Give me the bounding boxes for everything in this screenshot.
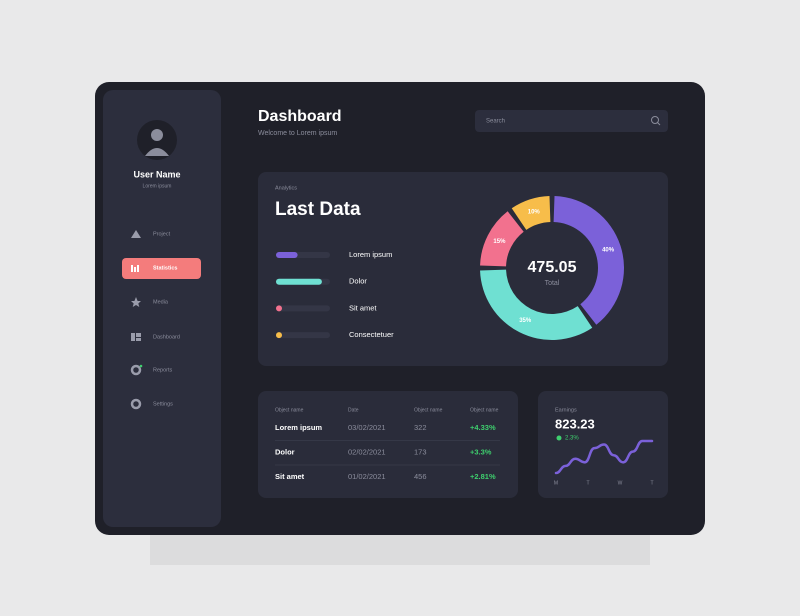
icon (130, 364, 142, 376)
icon (131, 265, 133, 272)
donut-segment (480, 211, 524, 267)
legend-fill (276, 332, 282, 339)
shadow (150, 535, 650, 565)
icon (134, 267, 136, 272)
user-name: User Name (133, 169, 180, 179)
search-icon-handle (657, 122, 661, 126)
legend-fill (276, 252, 298, 258)
table-cell: +3.3% (470, 447, 492, 456)
nav-item[interactable]: Settings (130, 398, 173, 410)
table-cell: Lorem ipsum (275, 423, 322, 432)
donut-segment (553, 196, 624, 325)
card-label: Analytics (275, 185, 297, 191)
icon (131, 333, 135, 341)
page-title: Dashboard (258, 108, 342, 125)
icon (136, 333, 141, 337)
icon (131, 230, 141, 238)
table-cell: 03/02/2021 (348, 423, 386, 432)
icon (137, 265, 139, 272)
donut-label: 10% (528, 209, 541, 215)
axis-label: W (618, 480, 623, 486)
table-cell: +2.81% (470, 472, 496, 481)
legend: Lorem ipsum Dolor Sit amet Consectetuer (276, 250, 394, 339)
nav-item[interactable]: Statistics (131, 265, 177, 272)
legend-track (276, 332, 330, 339)
search-icon[interactable] (651, 116, 659, 124)
table-cell: 01/02/2021 (348, 472, 386, 481)
table-cell: Dolor (275, 447, 295, 456)
donut-total-label: Total (545, 280, 560, 287)
nav-item[interactable]: Reports (130, 364, 173, 376)
sidebar (103, 90, 221, 527)
table-header: Date (348, 407, 359, 413)
nav-item[interactable]: Dashboard (131, 333, 180, 343)
table-header: Object name (275, 407, 304, 413)
legend-label: Sit amet (349, 303, 377, 312)
table-header: Object name (470, 407, 499, 413)
search-placeholder: Search (486, 119, 505, 125)
legend-fill (276, 278, 322, 285)
icon (131, 297, 141, 307)
legend-label: Lorem ipsum (349, 250, 392, 259)
icon (130, 398, 142, 410)
trend-line (554, 439, 654, 475)
donut-total: 475.05 (528, 259, 577, 276)
nav-active (122, 258, 201, 279)
legend-track (276, 305, 330, 312)
legend-label: Consectetuer (349, 330, 394, 339)
nav-label: Settings (153, 401, 173, 407)
axis-label: T (650, 480, 653, 486)
earnings-label: Earnings (555, 407, 577, 413)
donut-label: 35% (519, 318, 532, 324)
table-cell: 173 (414, 447, 427, 456)
table-cell: 456 (414, 472, 427, 481)
search-box[interactable] (475, 110, 668, 132)
axis-label: M (554, 480, 558, 486)
nav-item[interactable]: Project (131, 230, 171, 238)
avatar-head (151, 129, 163, 141)
legend-fill (276, 305, 282, 312)
legend-label: Dolor (349, 277, 367, 286)
table-cell: 02/02/2021 (348, 447, 386, 456)
nav: Project Statistics Media Dashboard Reports Se… (122, 230, 201, 410)
nav-label: Dashboard (153, 334, 180, 340)
earnings-amount: 823.23 (555, 416, 595, 431)
donut-chart: 40% 35% 15% 10% (480, 196, 624, 340)
nav-label: Statistics (153, 265, 177, 271)
table-cell: Sit amet (275, 472, 305, 481)
status-dot (139, 364, 143, 368)
change-dot (556, 435, 562, 441)
nav-label: Project (153, 231, 171, 237)
nav-label: Reports (153, 367, 173, 373)
donut-segment (511, 196, 551, 230)
table-card (258, 391, 518, 498)
nav-item[interactable]: Media (131, 297, 169, 307)
donut-label: 15% (493, 239, 506, 245)
card-title: Last Data (275, 199, 361, 220)
donut-label: 40% (602, 247, 615, 253)
earnings-change: 2.3% (565, 436, 579, 442)
nav-label: Media (153, 299, 169, 305)
table-cell: +4.33% (470, 423, 496, 432)
page-subtitle: Welcome to Lorem ipsum (258, 130, 337, 137)
user-subtitle: Lorem ipsum (143, 183, 172, 189)
table-cell: 322 (414, 423, 427, 432)
table: Object name Date Object name Object name Lor… (275, 407, 500, 481)
donut-segment (480, 269, 593, 340)
axis-label: T (586, 480, 589, 486)
avatar-body (145, 148, 169, 156)
icon (136, 338, 141, 341)
table-header: Object name (414, 407, 443, 413)
